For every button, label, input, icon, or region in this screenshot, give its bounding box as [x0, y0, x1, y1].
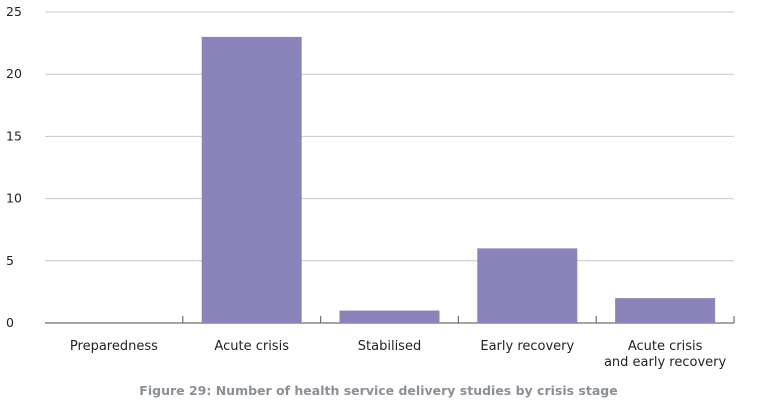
x-tick-label-line: Early recovery: [480, 339, 574, 354]
y-tick-label: 0: [6, 315, 14, 330]
bar: [339, 310, 440, 323]
x-tick-label-line: Preparedness: [70, 339, 158, 354]
y-tick-label: 20: [6, 66, 22, 81]
bar: [615, 298, 716, 323]
x-tick-label-line: Acute crisis: [628, 339, 703, 354]
x-tick-label-line: and early recovery: [604, 355, 727, 370]
bar: [477, 248, 578, 323]
y-tick-label: 15: [6, 128, 22, 143]
figure-caption: Figure 29: Number of health service deli…: [139, 383, 618, 398]
x-tick-label: Acute crisis and early recovery: [604, 339, 727, 370]
x-tick-label: Preparedness: [70, 339, 158, 354]
x-tick-label: Early recovery: [480, 339, 574, 354]
y-tick-label: 25: [6, 4, 22, 19]
x-tick-label: Stabilised: [358, 339, 421, 354]
x-tick-label-line: Stabilised: [358, 339, 421, 354]
bar: [201, 36, 302, 323]
x-tick-label-line: Acute crisis: [214, 339, 289, 354]
y-tick-label: 10: [6, 191, 22, 206]
y-tick-label: 5: [6, 253, 14, 268]
x-tick-label: Acute crisis: [214, 339, 289, 354]
